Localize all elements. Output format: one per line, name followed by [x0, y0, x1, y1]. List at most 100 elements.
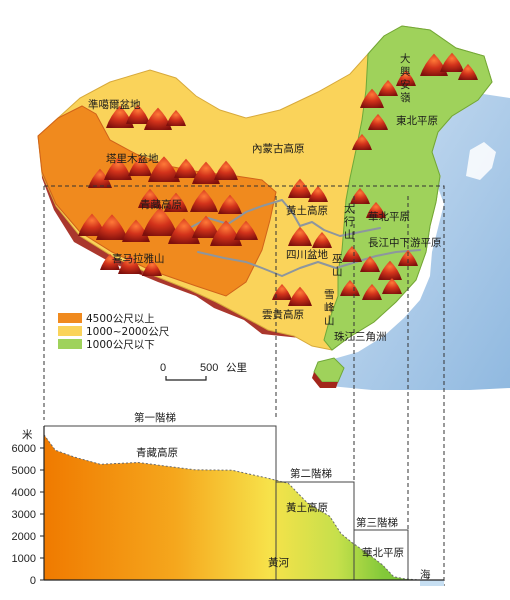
mountain-icon: [144, 107, 172, 130]
step3-box: [354, 529, 409, 580]
legend: 4500公尺以上 1000~2000公尺 1000公尺以下: [58, 313, 170, 351]
profile-qinghai-label: 青藏高原: [136, 446, 178, 459]
mountain-icon: [104, 157, 132, 180]
mountain-icon: [378, 80, 398, 96]
step2-label: 第二階梯: [290, 467, 332, 480]
japan-island: [466, 142, 496, 180]
y-tick-label: 1000: [12, 553, 36, 565]
mountain-icon: [142, 260, 162, 276]
legend-label-high: 4500公尺以上: [86, 313, 155, 325]
mountain-icon: [312, 232, 332, 248]
step-boxes: [44, 425, 409, 580]
mountain-icon: [138, 188, 162, 208]
sea-area: [330, 92, 510, 390]
profile-loess-label: 黃土高原: [286, 501, 328, 514]
y-unit-label: 米: [22, 428, 33, 441]
mountain-icon: [164, 192, 188, 212]
y-tick-label: 2000: [12, 531, 36, 543]
mountain-icon: [100, 254, 120, 270]
y-ticks: 0 1000 2000 3000 4000 5000 6000: [12, 443, 44, 587]
himalaya-label: 喜马拉雅山: [112, 252, 165, 265]
mountain-icon: [166, 110, 186, 126]
mountain-icon: [174, 158, 198, 178]
junggar-label: 準噶爾盆地: [88, 98, 141, 111]
legend-swatch-low: [58, 339, 82, 349]
scale-zero: 0: [160, 362, 166, 374]
mountain-icon: [218, 194, 242, 214]
wushan-label: 巫山: [332, 253, 343, 278]
mountain-icon: [396, 70, 416, 86]
mountain-icon: [78, 213, 106, 236]
inner-mongolia-label: 內蒙古高原: [252, 142, 305, 155]
map-labels: 準噶爾盆地 塔里木盆地 內蒙古高原 青藏高原 喜马拉雅山 黃土高原 四川盆地 雲…: [88, 52, 442, 343]
pearl-label: 珠江三角洲: [334, 330, 387, 343]
mountain-icon: [288, 178, 312, 198]
mountain-icon: [378, 260, 402, 280]
mountain-icon: [360, 256, 380, 272]
mountain-icon: [458, 64, 478, 80]
profile-northchina-label: 華北平原: [362, 547, 404, 559]
mountain-icon: [366, 202, 386, 218]
mountain-icon: [368, 114, 388, 130]
scale-unit: 公里: [226, 362, 247, 374]
profile-guide-lines: [43, 185, 445, 586]
scale-bar: 0 500 公里: [160, 362, 247, 381]
mountain-icon: [272, 284, 292, 300]
mountain-icon: [142, 207, 178, 236]
legend-swatch-mid: [58, 326, 82, 336]
mountain-icon: [214, 160, 238, 180]
xingan-label: 大興安嶺: [400, 52, 411, 104]
mountain-icon: [88, 168, 112, 188]
north-china-label: 華北平原: [368, 211, 410, 223]
mountain-icon: [192, 161, 220, 184]
mountain-icon: [342, 246, 362, 262]
hainan-edge: [312, 372, 338, 388]
mountain-icon: [398, 250, 418, 266]
mountain-icon: [382, 278, 402, 294]
mountain-icon: [362, 284, 382, 300]
mountain-icon: [122, 219, 150, 242]
profile-outline: [43, 434, 421, 581]
step1-label: 第一階梯: [134, 411, 176, 424]
taihang-label: 太行山: [344, 202, 355, 241]
legend-label-mid: 1000~2000公尺: [86, 326, 170, 338]
mountain-icon: [234, 220, 258, 240]
mountain-icon: [350, 188, 370, 204]
yungui-label: 雲貴高原: [262, 308, 304, 321]
mountain-icon: [340, 280, 360, 296]
mountain-icon: [192, 215, 220, 238]
sichuan-label: 四川盆地: [286, 248, 328, 261]
sea-surface: [420, 580, 444, 586]
mountain-icon: [440, 52, 464, 72]
y-tick-label: 3000: [12, 509, 36, 521]
mountain-icon: [96, 214, 128, 240]
yangtze-river: [197, 249, 421, 277]
mountain-icon: [148, 156, 180, 182]
mountain-icon: [128, 156, 152, 176]
mountain-icon: [308, 186, 328, 202]
mountain-icon: [210, 220, 242, 246]
profile-yellow-river-label: 黃河: [268, 556, 289, 569]
y-tick-label: 4000: [12, 487, 36, 499]
loess-label: 黃土高原: [286, 204, 328, 217]
qinghai-tibet-label: 青藏高原: [140, 198, 182, 211]
profile-sea-label: 海: [420, 568, 431, 581]
xuefeng-label: 雪峰山: [324, 289, 335, 327]
mountain-icon: [168, 218, 200, 244]
legend-swatch-high: [58, 313, 82, 323]
mountain-icon: [352, 134, 372, 150]
mountain-icon: [190, 189, 218, 212]
yangtze-label: 長江中下游平原: [368, 236, 442, 249]
tarim-label: 塔里木盆地: [106, 152, 159, 165]
mountain-icon: [360, 88, 384, 108]
profile-chart: 第一階梯 第二階梯 第三階梯 青藏高原 黃土高原 華北平原 海 黃河 米 0 10…: [12, 411, 444, 587]
step2-box: [276, 481, 355, 580]
mountain-symbols: [78, 52, 478, 306]
mountain-icon: [126, 104, 150, 124]
mountain-icon: [288, 226, 312, 246]
step1-box: [44, 425, 277, 580]
step3-label: 第三階梯: [356, 516, 398, 529]
y-tick-label: 0: [30, 575, 36, 587]
profile-area: [44, 434, 420, 580]
